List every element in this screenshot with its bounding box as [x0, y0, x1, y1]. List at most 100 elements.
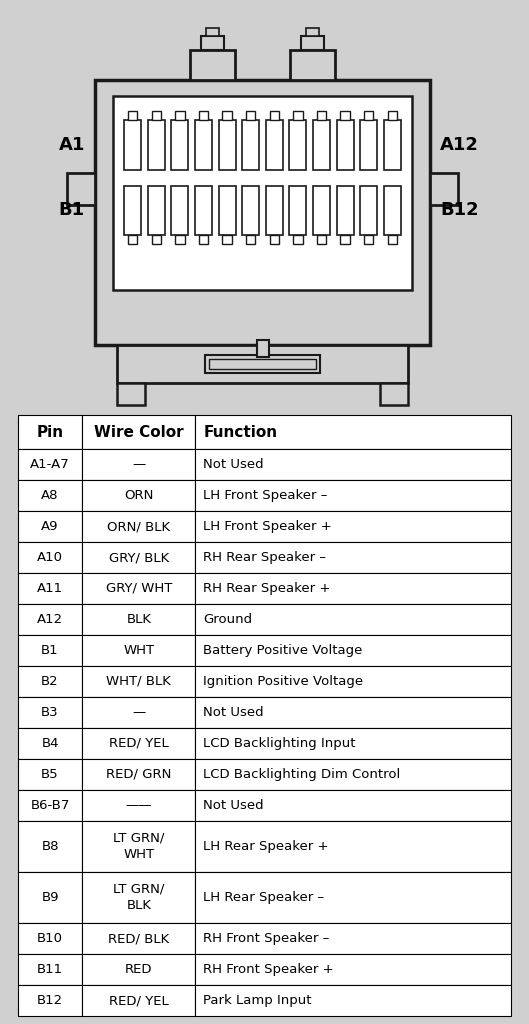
Bar [196, 954, 511, 985]
Text: Function: Function [204, 425, 278, 439]
Bar [206, 28, 219, 36]
Bar [199, 112, 208, 120]
Text: A12: A12 [37, 613, 63, 626]
Text: GRY/ WHT: GRY/ WHT [106, 582, 172, 595]
Bar [18, 573, 82, 604]
Text: B9: B9 [41, 891, 59, 904]
Bar [82, 954, 196, 985]
Text: RH Front Speaker +: RH Front Speaker + [204, 963, 334, 976]
Text: LH Rear Speaker –: LH Rear Speaker – [204, 891, 325, 904]
Bar [196, 872, 511, 923]
Bar [293, 236, 303, 244]
Text: RH Rear Speaker –: RH Rear Speaker – [204, 551, 326, 564]
Bar [18, 635, 82, 666]
Bar [289, 185, 306, 236]
Bar [82, 415, 196, 450]
Text: ——: —— [125, 799, 152, 812]
Bar [117, 345, 408, 383]
Bar [201, 36, 224, 50]
Bar [196, 573, 511, 604]
Text: RH Rear Speaker +: RH Rear Speaker + [204, 582, 331, 595]
Bar [196, 697, 511, 728]
Bar [18, 923, 82, 954]
Text: RH Front Speaker –: RH Front Speaker – [204, 932, 330, 945]
Bar [196, 790, 511, 821]
Bar [364, 236, 373, 244]
Text: —: — [132, 458, 145, 471]
Bar [190, 50, 235, 80]
Bar [290, 50, 335, 80]
Bar [270, 236, 279, 244]
Bar [430, 173, 458, 205]
Bar [301, 36, 324, 50]
Text: B5: B5 [41, 768, 59, 781]
Bar [82, 985, 196, 1016]
Bar [82, 542, 196, 573]
Text: BLK: BLK [126, 613, 151, 626]
Bar [223, 236, 232, 244]
Bar [124, 120, 141, 170]
Bar [196, 604, 511, 635]
Text: B6-B7: B6-B7 [30, 799, 70, 812]
Bar [196, 511, 511, 542]
Text: B10: B10 [37, 932, 63, 945]
Text: B2: B2 [41, 675, 59, 688]
Bar [246, 236, 256, 244]
Bar [152, 112, 161, 120]
Bar [18, 480, 82, 511]
Bar [18, 790, 82, 821]
Bar [82, 573, 196, 604]
Bar [18, 728, 82, 759]
Bar [384, 185, 400, 236]
Text: B3: B3 [41, 706, 59, 719]
Text: B1: B1 [41, 644, 59, 657]
Bar [209, 359, 316, 369]
Text: B4: B4 [41, 737, 59, 750]
Text: B8: B8 [41, 840, 59, 853]
Bar [95, 80, 430, 345]
Bar [196, 759, 511, 790]
Bar [124, 185, 141, 236]
Bar [148, 120, 165, 170]
Text: RED/ BLK: RED/ BLK [108, 932, 169, 945]
Text: RED: RED [125, 963, 152, 976]
Text: Not Used: Not Used [204, 706, 264, 719]
Bar [257, 340, 269, 357]
Bar [289, 120, 306, 170]
Text: LH Front Speaker –: LH Front Speaker – [204, 489, 328, 502]
Bar [336, 120, 353, 170]
Bar [18, 872, 82, 923]
Text: WHT: WHT [123, 644, 154, 657]
Bar [18, 415, 82, 450]
Text: A8: A8 [41, 489, 59, 502]
Bar [82, 821, 196, 872]
Text: A11: A11 [37, 582, 63, 595]
Bar [18, 511, 82, 542]
Bar [336, 185, 353, 236]
Bar [82, 728, 196, 759]
Bar [196, 728, 511, 759]
Bar [223, 112, 232, 120]
Bar [82, 511, 196, 542]
Bar [242, 185, 259, 236]
Bar [196, 542, 511, 573]
Bar [317, 236, 326, 244]
Bar [340, 236, 350, 244]
Bar [18, 666, 82, 697]
Bar [117, 383, 145, 406]
Bar [128, 112, 138, 120]
Bar [293, 112, 303, 120]
Text: Park Lamp Input: Park Lamp Input [204, 994, 312, 1007]
Bar [18, 450, 82, 480]
Text: Battery Positive Voltage: Battery Positive Voltage [204, 644, 363, 657]
Bar [388, 112, 397, 120]
Bar [18, 697, 82, 728]
Bar [218, 185, 235, 236]
Text: B11: B11 [37, 963, 63, 976]
Bar [196, 635, 511, 666]
Text: A12: A12 [440, 136, 479, 154]
Text: —: — [132, 706, 145, 719]
Bar [242, 120, 259, 170]
Bar [18, 954, 82, 985]
Bar [266, 120, 283, 170]
